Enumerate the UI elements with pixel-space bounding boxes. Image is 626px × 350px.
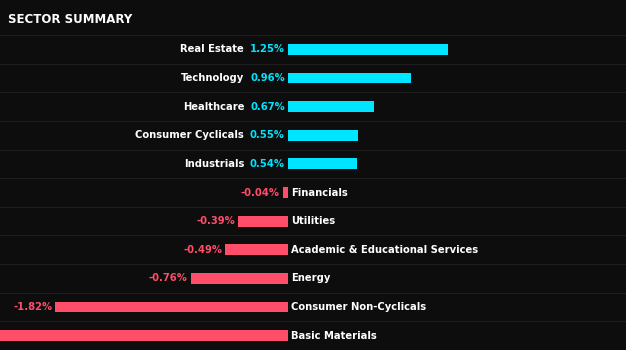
Bar (225, 244, 288, 255)
Bar (283, 187, 288, 198)
Text: -0.49%: -0.49% (183, 245, 222, 255)
Bar (191, 273, 288, 284)
Text: Basic Materials: Basic Materials (291, 331, 377, 341)
Text: Industrials: Industrials (184, 159, 244, 169)
Bar (238, 216, 288, 226)
Bar (288, 130, 358, 141)
Text: Academic & Educational Services: Academic & Educational Services (291, 245, 478, 255)
Text: Energy: Energy (291, 273, 331, 284)
Text: Technology: Technology (181, 73, 244, 83)
Text: 0.54%: 0.54% (250, 159, 285, 169)
Text: 0.55%: 0.55% (250, 130, 285, 140)
Bar (56, 302, 288, 313)
Text: -0.76%: -0.76% (149, 273, 188, 284)
Text: Utilities: Utilities (291, 216, 335, 226)
Text: Real Estate: Real Estate (180, 44, 244, 54)
Bar (288, 72, 411, 83)
Text: -0.39%: -0.39% (197, 216, 235, 226)
Text: -0.04%: -0.04% (241, 188, 280, 197)
Text: -1.82%: -1.82% (13, 302, 53, 312)
Text: Financials: Financials (291, 188, 348, 197)
Text: Healthcare: Healthcare (183, 102, 244, 112)
Bar (288, 44, 448, 55)
Text: Consumer Cyclicals: Consumer Cyclicals (135, 130, 244, 140)
Bar (288, 101, 374, 112)
Text: 0.96%: 0.96% (250, 73, 285, 83)
Text: Consumer Non-Cyclicals: Consumer Non-Cyclicals (291, 302, 426, 312)
Bar (288, 159, 357, 169)
Text: SECTOR SUMMARY: SECTOR SUMMARY (8, 13, 131, 26)
Text: 1.25%: 1.25% (250, 44, 285, 54)
Text: 0.67%: 0.67% (250, 102, 285, 112)
Bar (0, 330, 288, 341)
